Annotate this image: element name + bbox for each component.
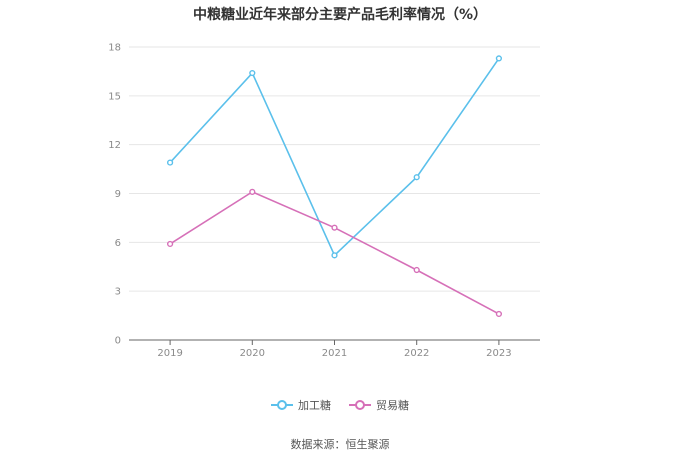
legend: 加工糖 贸易糖: [0, 397, 680, 413]
grid-lines: [129, 46, 540, 292]
data-point[interactable]: [167, 159, 174, 166]
legend-swatch-processed-sugar: [271, 400, 293, 410]
x-tick-label: 2019: [157, 348, 182, 359]
legend-label-processed-sugar: 加工糖: [298, 399, 331, 412]
x-tick-label: 2023: [486, 348, 511, 359]
data-point[interactable]: [495, 310, 503, 318]
data-point[interactable]: [413, 174, 420, 181]
data-point[interactable]: [495, 55, 503, 62]
y-tick-label: 6: [115, 238, 121, 249]
y-tick-label: 15: [108, 91, 121, 102]
data-point[interactable]: [331, 252, 338, 259]
x-tick-label: 2022: [404, 348, 429, 359]
data-point[interactable]: [331, 224, 338, 231]
axes: 0 3 6 9 12 15 18 2019 2020 2021 2022 2023: [108, 43, 540, 359]
y-tick-label: 0: [115, 336, 121, 347]
y-tick-label: 9: [115, 189, 121, 200]
data-point[interactable]: [413, 266, 420, 274]
legend-swatch-trade-sugar: [349, 400, 371, 410]
data-point[interactable]: [167, 240, 174, 248]
legend-label-trade-sugar: 贸易糖: [376, 399, 409, 412]
y-tick-label: 12: [108, 140, 121, 151]
chart-title: 中粮糖业近年来部分主要产品毛利率情况（%）: [192, 7, 488, 23]
y-tick-label: 18: [108, 43, 121, 54]
data-point[interactable]: [249, 69, 256, 77]
data-source-note: 数据来源：恒生聚源: [290, 438, 390, 451]
x-tick-label: 2020: [240, 348, 265, 359]
legend-item-trade-sugar[interactable]: 贸易糖: [349, 397, 409, 413]
series-layer: [167, 55, 503, 318]
legend-item-processed-sugar[interactable]: 加工糖: [271, 397, 331, 413]
x-tick-label: 2021: [322, 348, 347, 359]
data-point[interactable]: [249, 188, 256, 195]
y-tick-label: 3: [115, 287, 121, 298]
